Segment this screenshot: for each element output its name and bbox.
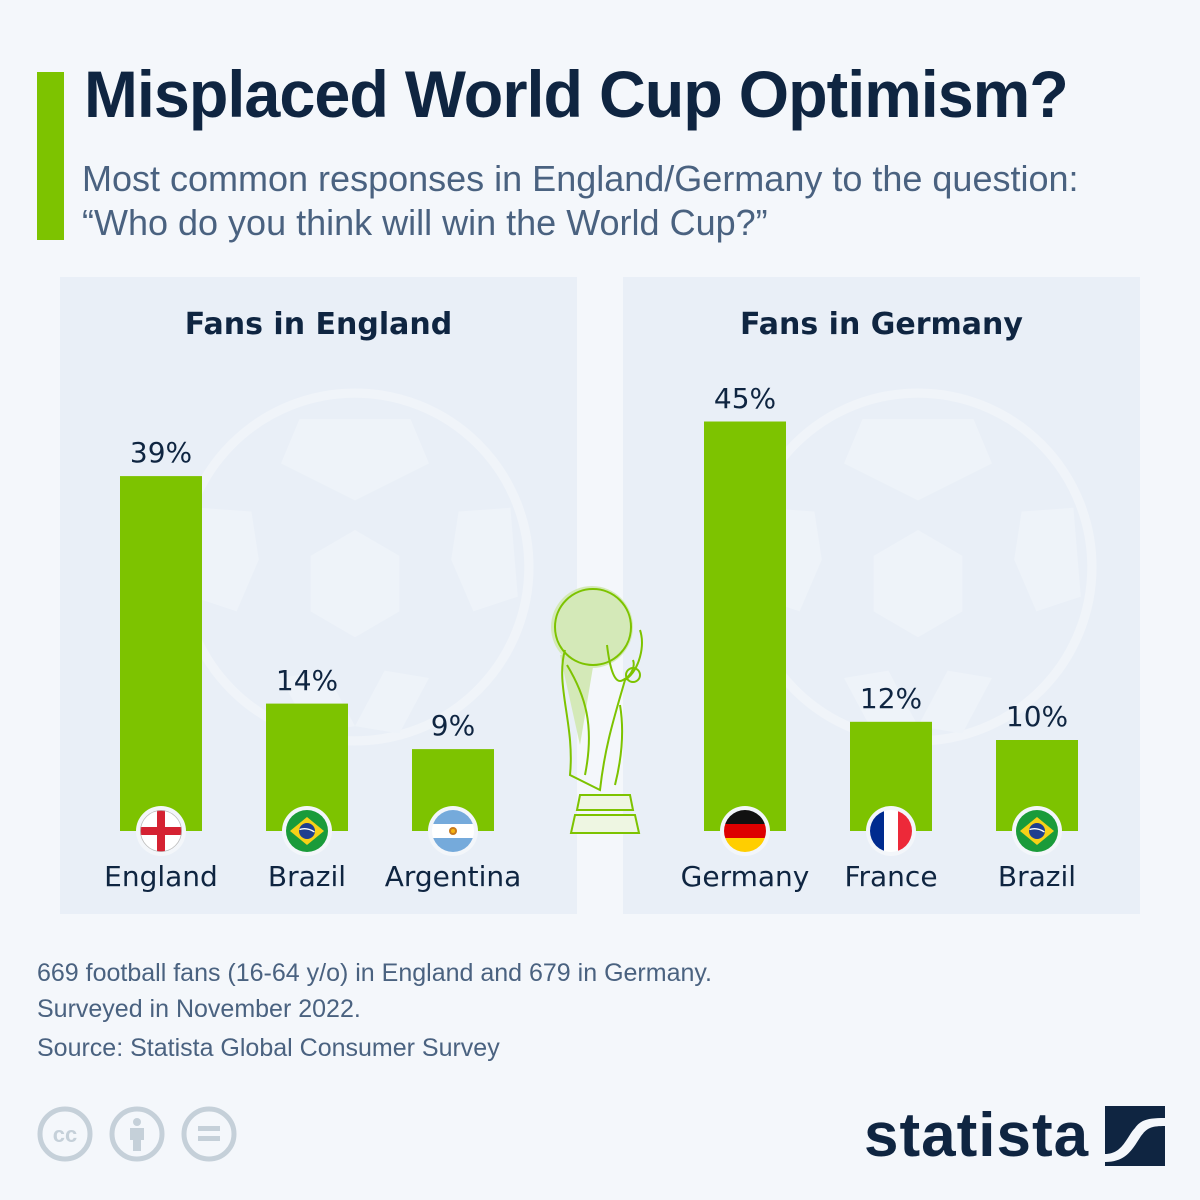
statista-logo-mark-icon <box>1105 1105 1166 1166</box>
bar-value-label: 45% <box>713 381 777 415</box>
statista-logo-text: statista <box>864 1101 1090 1170</box>
source-text: Source: Statista Global Consumer Survey <box>37 1034 500 1062</box>
no-derivatives-icon[interactable] <box>180 1105 238 1163</box>
attribution-icon[interactable] <box>108 1105 166 1163</box>
accent-bar <box>37 72 64 240</box>
bar-value-label: 39% <box>129 436 193 470</box>
survey-note-line-1: 669 football fans (16-64 y/o) in England… <box>37 959 712 987</box>
bar-value-label: 12% <box>859 681 923 715</box>
category-label: Argentina <box>384 860 522 893</box>
world-cup-trophy-icon <box>551 586 643 834</box>
category-label: Brazil <box>997 860 1077 893</box>
argentina-flag-icon <box>428 806 478 856</box>
license-icons: cc <box>36 1105 238 1163</box>
survey-note: 669 football fans (16-64 y/o) in England… <box>37 955 712 1027</box>
statista-logo[interactable]: statista <box>864 1100 1166 1171</box>
bar-value-label: 10% <box>1005 700 1069 733</box>
football-watermark-icon <box>176 388 534 746</box>
svg-text:cc: cc <box>53 1122 77 1147</box>
france-flag-icon <box>866 806 916 856</box>
category-label: Germany <box>680 860 810 893</box>
survey-note-line-2: Surveyed in November 2022. <box>37 995 361 1023</box>
bar-value-label: 14% <box>275 663 339 697</box>
germany-panel-title: Fans in Germany <box>740 307 1023 342</box>
category-label: England <box>104 860 218 893</box>
category-label: Brazil <box>267 860 347 893</box>
england-flag-icon <box>136 806 186 856</box>
cc-icon[interactable]: cc <box>36 1105 94 1163</box>
brazil-flag-icon <box>282 806 332 856</box>
category-label: France <box>844 860 938 893</box>
page-title: Misplaced World Cup Optimism? <box>84 57 1069 131</box>
brazil-flag-icon <box>1012 806 1062 856</box>
bar-value-label: 9% <box>430 709 476 743</box>
germany-flag-icon <box>720 806 770 856</box>
page-subtitle: Most common responses in England/Germany… <box>82 158 1079 243</box>
england-panel-title: Fans in England <box>184 307 453 342</box>
